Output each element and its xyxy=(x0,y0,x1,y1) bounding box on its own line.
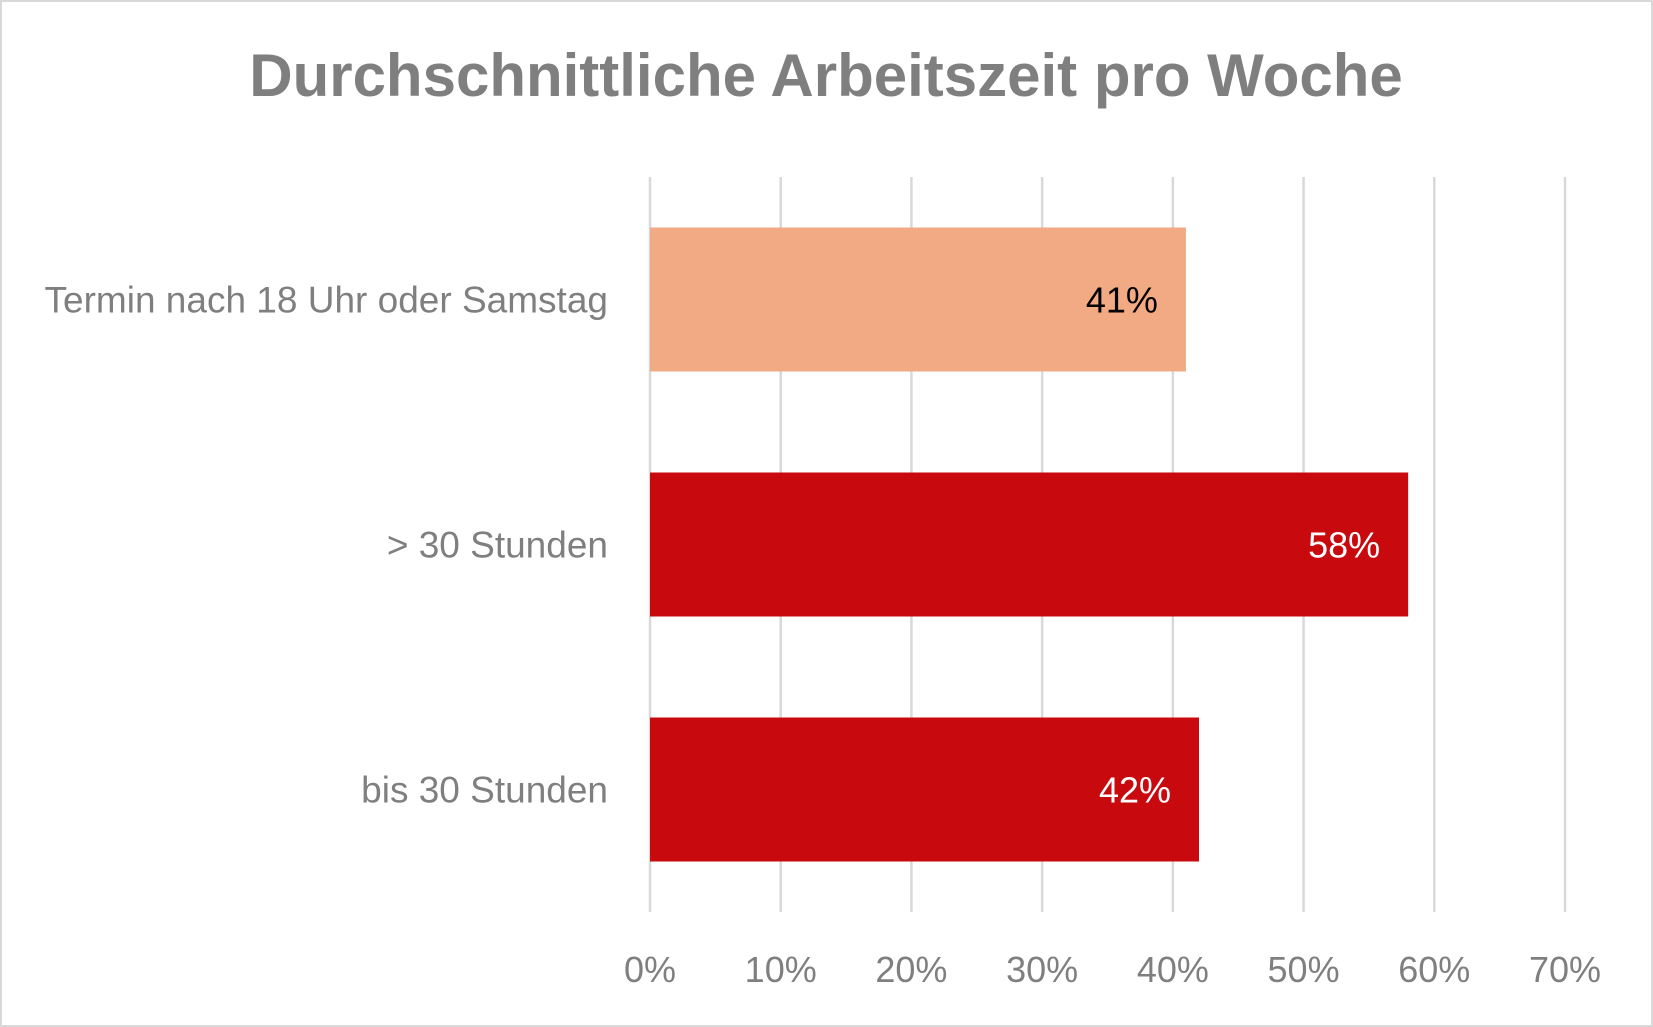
x-tick-label: 70% xyxy=(1529,949,1601,990)
data-label: 41% xyxy=(1086,280,1158,321)
category-label: bis 30 Stunden xyxy=(361,770,608,811)
data-label: 42% xyxy=(1099,770,1171,811)
x-tick-label: 30% xyxy=(1006,949,1078,990)
category-label: Termin nach 18 Uhr oder Samstag xyxy=(45,280,609,321)
x-tick-label: 60% xyxy=(1398,949,1470,990)
x-tick-label: 50% xyxy=(1268,949,1340,990)
data-label: 58% xyxy=(1308,525,1380,566)
x-tick-label: 0% xyxy=(624,949,676,990)
bar xyxy=(650,472,1409,617)
x-tick-label: 20% xyxy=(875,949,947,990)
x-tick-label: 10% xyxy=(745,949,817,990)
bar xyxy=(650,717,1199,862)
x-tick-label: 40% xyxy=(1137,949,1209,990)
bar xyxy=(650,227,1186,372)
chart-title: Durchschnittliche Arbeitszeit pro Woche xyxy=(249,42,1403,109)
category-label: > 30 Stunden xyxy=(387,525,608,566)
